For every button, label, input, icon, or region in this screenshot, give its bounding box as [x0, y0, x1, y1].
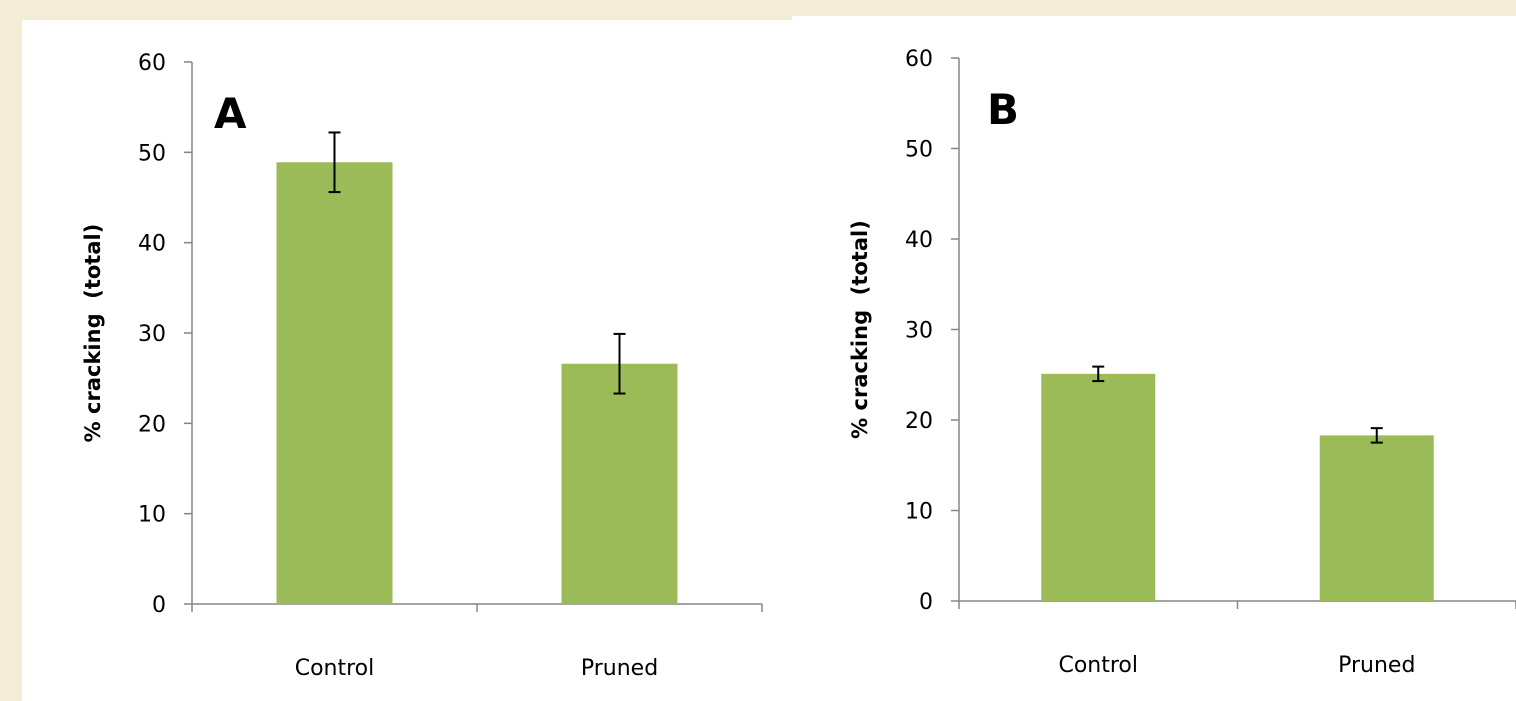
chart-b-bar-pruned: [1319, 435, 1434, 601]
chart-b-category-label: Pruned: [1338, 653, 1415, 678]
chart-b-y-tick-label: 50: [905, 138, 933, 163]
chart-b-y-tick-label: 40: [905, 228, 933, 253]
chart-a-category-label: Pruned: [581, 656, 658, 681]
chart-a-category-label: Control: [295, 656, 375, 681]
chart-a-y-axis-title: % cracking (total): [81, 224, 105, 443]
chart-b-bar-control: [1041, 373, 1156, 601]
chart-a-y-tick-label: 40: [138, 232, 166, 257]
chart-a-y-tick-label: 0: [152, 593, 166, 618]
chart-a-svg: 0 10 20 30 40 50 60 Control Pruned % cracking (to…: [81, 51, 763, 681]
chart-b-panel-letter: B: [987, 85, 1019, 134]
chart-b-y-axis-title: % cracking (total): [848, 220, 872, 439]
chart-b-category-label: Control: [1058, 653, 1138, 678]
chart-a-y-tick-label: 60: [138, 51, 166, 76]
chart-a-y-tick-label: 20: [138, 412, 166, 437]
chart-b-y-tick-label: 60: [905, 47, 933, 72]
chart-panel-b: 0 10 20 30 40 50 60 Control Pruned % cracking (to…: [792, 16, 1516, 701]
chart-b-svg: 0 10 20 30 40 50 60 Control Pruned % cracking (to…: [848, 47, 1516, 678]
chart-a-panel-letter: A: [214, 89, 247, 138]
chart-a-bar-pruned: [561, 363, 678, 604]
chart-a-y-tick-label: 50: [138, 141, 166, 166]
chart-b-y-tick-label: 0: [919, 590, 933, 615]
chart-b-y-tick-label: 10: [905, 500, 933, 525]
chart-b-y-tick-label: 20: [905, 409, 933, 434]
chart-panel-a: 0 10 20 30 40 50 60 Control Pruned % cracking (to…: [22, 20, 792, 701]
chart-a-y-tick-label: 30: [138, 322, 166, 347]
chart-a-y-tick-label: 10: [138, 503, 166, 528]
chart-a-bar-control: [276, 162, 393, 604]
chart-b-y-tick-label: 30: [905, 319, 933, 344]
